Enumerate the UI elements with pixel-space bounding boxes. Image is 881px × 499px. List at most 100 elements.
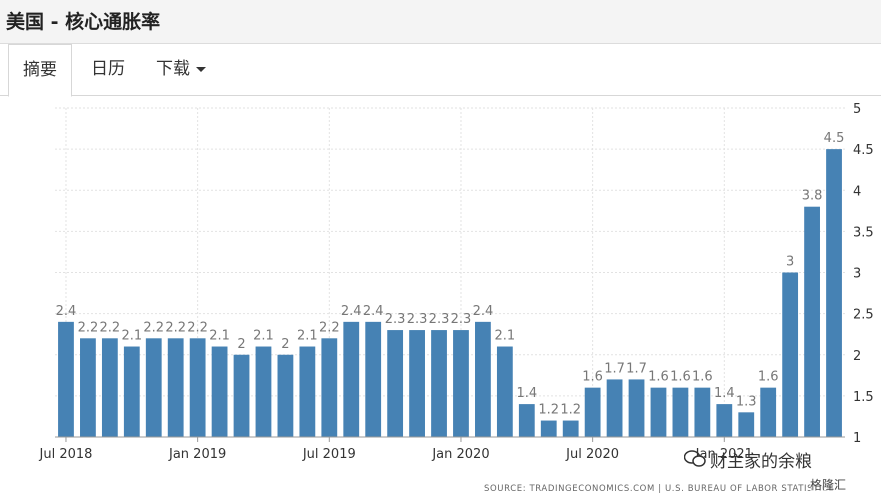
bar-2021-04: [782, 272, 799, 437]
data-label-2020-11: 1.6: [670, 370, 691, 385]
bar-2019-07: [321, 338, 338, 437]
data-label-2019-01: 2.2: [187, 320, 208, 335]
bar-2018-09: [101, 338, 118, 437]
bar-2021-06: [826, 149, 842, 437]
source-note: SOURCE: TRADINGECONOMICS.COM | U.S. BURE…: [484, 484, 835, 494]
data-label-2018-09: 2.2: [100, 320, 121, 335]
chart-bars: [58, 149, 842, 437]
data-label-2020-03: 2.1: [495, 329, 516, 344]
chart-x-axis: Jul 2018 Jan 2019 Jul 2019 Jan 2020 Jul 2020…: [39, 436, 845, 462]
y-tick-label: 4.5: [853, 143, 874, 158]
data-label-2019-10: 2.3: [385, 312, 406, 327]
tab-calendar[interactable]: 日历: [78, 44, 138, 96]
bar-2018-08: [80, 338, 96, 437]
y-tick-label: 1: [853, 431, 861, 446]
y-tick-label: 3.5: [853, 225, 874, 240]
data-label-2019-07: 2.2: [319, 320, 340, 335]
bar-2020-08: [606, 379, 623, 437]
wechat-icon: [684, 450, 706, 467]
data-label-2018-12: 2.2: [165, 320, 186, 335]
bar-2019-09: [365, 321, 382, 437]
bar-2020-04: [518, 404, 535, 437]
bar-2019-11: [409, 330, 425, 437]
data-label-2020-04: 1.4: [516, 386, 537, 401]
data-label-2018-07: 2.4: [56, 304, 77, 319]
data-label-2018-11: 2.2: [143, 320, 164, 335]
bar-2020-03: [496, 346, 513, 437]
bar-2018-10: [123, 346, 140, 437]
bar-2018-12: [167, 338, 184, 437]
x-tick-label: Jul 2020: [565, 447, 619, 462]
chart-data-labels: 2.42.2 2.22.12.2 2.2 2.22.122.122.12.22.4 2.…: [56, 131, 845, 417]
bar-2021-03: [760, 387, 777, 437]
tab-calendar-label: 日历: [91, 59, 125, 79]
bar-2020-01: [453, 330, 469, 437]
tab-download[interactable]: 下载: [146, 44, 216, 96]
bar-2020-05: [540, 420, 557, 437]
chevron-down-icon: [196, 66, 206, 72]
bar-2020-07: [584, 387, 601, 437]
data-label-2019-08: 2.4: [341, 304, 362, 319]
y-tick-label: 1.5: [853, 390, 874, 405]
bar-2018-11: [145, 338, 162, 437]
x-tick-label: Jan 2019: [168, 447, 226, 462]
y-tick-label: 2: [853, 349, 861, 364]
data-label-2020-05: 1.2: [538, 403, 559, 418]
y-tick-label: 3: [853, 267, 861, 282]
tab-summary-label: 摘要: [23, 60, 57, 80]
bar-2020-11: [672, 387, 689, 437]
data-label-2020-08: 1.7: [604, 361, 625, 376]
data-label-2020-01: 2.3: [451, 312, 472, 327]
chart-gridlines: [55, 107, 845, 438]
x-tick-label: Jan 2020: [431, 447, 489, 462]
bar-2019-03: [233, 354, 250, 437]
title-bar: 美国 - 核心通胀率: [0, 0, 881, 44]
x-tick-label: Jul 2018: [39, 447, 93, 462]
core-inflation-bar-chart: 2.42.2 2.22.12.2 2.2 2.22.122.122.12.22.4 2.…: [39, 102, 874, 462]
chart-y-axis: 1 1.5 2 2.5 3 3.5 4 4.5 5: [853, 102, 874, 446]
page-title: 美国 - 核心通胀率: [6, 11, 161, 33]
bar-2020-10: [650, 387, 667, 437]
bar-2021-02: [738, 412, 755, 437]
bar-2019-10: [387, 330, 404, 437]
tab-bar: 摘要 日历 下载: [0, 44, 881, 97]
bar-2019-05: [277, 354, 294, 437]
data-label-2020-07: 1.6: [582, 370, 603, 385]
data-label-2021-05: 3.8: [802, 189, 823, 204]
bar-2021-05: [804, 206, 820, 437]
y-tick-label: 4: [853, 184, 861, 199]
data-label-2019-04: 2.1: [253, 329, 274, 344]
bar-2021-01: [716, 404, 733, 437]
data-label-2021-04: 3: [786, 255, 794, 270]
data-label-2021-01: 1.4: [714, 386, 735, 401]
bar-2020-02: [475, 321, 491, 437]
data-label-2019-03: 2: [237, 337, 245, 352]
bar-2019-12: [431, 330, 447, 437]
data-label-2021-03: 1.6: [758, 370, 779, 385]
y-tick-label: 2.5: [853, 308, 874, 323]
bar-2020-12: [694, 387, 711, 437]
bar-2019-04: [255, 346, 272, 437]
tab-summary[interactable]: 摘要: [8, 44, 72, 97]
y-tick-label: 5: [853, 102, 861, 117]
bar-2018-07: [58, 321, 74, 437]
watermark-logo: 格隆汇: [810, 476, 847, 493]
data-label-2019-05: 2: [281, 337, 289, 352]
data-label-2019-12: 2.3: [429, 312, 450, 327]
data-label-2020-06: 1.2: [560, 403, 581, 418]
bar-2019-01: [189, 338, 206, 437]
data-label-2019-06: 2.1: [297, 329, 318, 344]
data-label-2019-11: 2.3: [407, 312, 428, 327]
data-label-2020-10: 1.6: [648, 370, 669, 385]
data-label-2020-09: 1.7: [626, 361, 647, 376]
x-tick-label: Jul 2019: [302, 447, 356, 462]
watermark-text: 财主家的余粮: [710, 451, 812, 472]
bar-2020-09: [628, 379, 645, 437]
data-label-2020-12: 1.6: [692, 370, 713, 385]
data-label-2018-10: 2.1: [121, 329, 142, 344]
bar-2019-02: [211, 346, 228, 437]
data-label-2020-02: 2.4: [473, 304, 494, 319]
data-label-2019-02: 2.1: [209, 329, 230, 344]
tab-download-label: 下载: [156, 59, 190, 79]
bar-2019-08: [343, 321, 360, 437]
